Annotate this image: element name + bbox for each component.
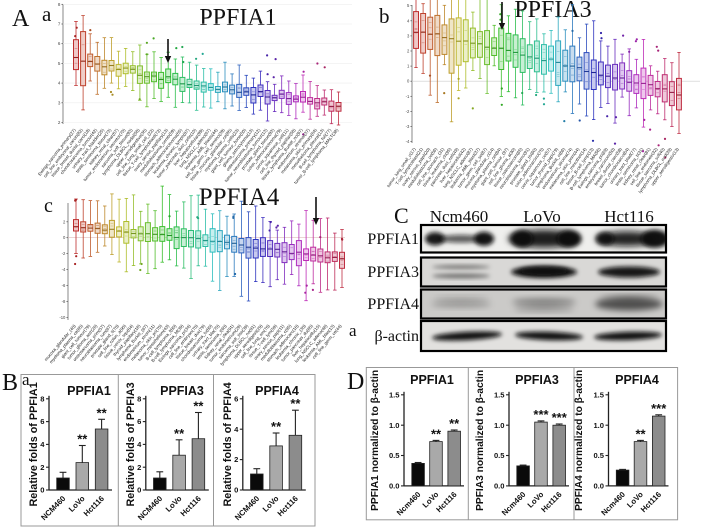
svg-text:B: B: [2, 370, 18, 396]
svg-text:4: 4: [58, 81, 61, 86]
svg-text:**: **: [77, 432, 88, 447]
svg-text:0: 0: [234, 486, 238, 495]
svg-text:**: **: [193, 399, 204, 414]
svg-text:**: **: [174, 426, 185, 441]
svg-text:c: c: [44, 195, 53, 217]
svg-text:6: 6: [40, 417, 44, 426]
svg-text:-4: -4: [406, 139, 410, 144]
svg-text:0: 0: [63, 235, 66, 240]
svg-text:0.0: 0.0: [494, 482, 505, 491]
svg-text:2: 2: [407, 49, 410, 54]
svg-text:***: ***: [651, 401, 667, 416]
svg-text:***: ***: [533, 407, 549, 422]
svg-text:6: 6: [234, 394, 238, 403]
svg-text:8: 8: [40, 394, 44, 403]
svg-text:PPFIA4 normalized to β-actin: PPFIA4 normalized to β-actin: [574, 370, 585, 511]
svg-text:4: 4: [234, 425, 239, 434]
svg-text:1: 1: [407, 64, 410, 69]
svg-text:**: **: [449, 416, 460, 431]
svg-text:1.0: 1.0: [494, 421, 505, 430]
svg-text:-6: -6: [62, 283, 66, 288]
svg-text:a: a: [22, 370, 30, 389]
svg-text:1.0: 1.0: [593, 421, 604, 430]
svg-text:PPFIA3: PPFIA3: [160, 384, 204, 398]
svg-text:1.0: 1.0: [389, 421, 400, 430]
svg-text:β-actin: β-actin: [374, 328, 419, 345]
svg-text:-8: -8: [62, 299, 66, 304]
svg-text:Hct116: Hct116: [604, 207, 653, 226]
svg-text:2: 2: [58, 120, 61, 125]
svg-text:3: 3: [407, 33, 410, 38]
svg-text:**: **: [97, 405, 108, 420]
svg-text:PPFIA3: PPFIA3: [367, 264, 419, 281]
svg-text:**: **: [635, 426, 646, 441]
svg-text:PPFIA1: PPFIA1: [67, 384, 111, 398]
svg-text:PPFIA4: PPFIA4: [367, 296, 419, 313]
svg-text:-2: -2: [406, 109, 410, 114]
svg-text:-2: -2: [62, 251, 66, 256]
svg-text:4: 4: [137, 440, 142, 449]
svg-text:a: a: [42, 2, 52, 26]
svg-text:A: A: [12, 6, 30, 32]
svg-text:6: 6: [58, 41, 61, 46]
svg-text:Ncm460: Ncm460: [430, 207, 489, 226]
svg-text:PPFIA1: PPFIA1: [410, 373, 454, 387]
svg-text:Relative folds of PPFIA3: Relative folds of PPFIA3: [125, 382, 137, 506]
svg-text:4: 4: [407, 18, 410, 23]
svg-text:0: 0: [407, 79, 410, 84]
svg-text:0: 0: [40, 486, 44, 495]
svg-text:0.0: 0.0: [593, 482, 604, 491]
svg-text:1.5: 1.5: [593, 390, 604, 399]
svg-text:4: 4: [40, 440, 45, 449]
svg-text:a: a: [349, 321, 357, 340]
svg-text:Relative folds of PPFIA1: Relative folds of PPFIA1: [28, 382, 40, 506]
svg-text:0: 0: [137, 486, 141, 495]
svg-text:3: 3: [58, 100, 61, 105]
svg-text:C: C: [394, 203, 409, 228]
svg-text:5: 5: [407, 3, 410, 8]
svg-text:6: 6: [137, 417, 141, 426]
svg-text:5: 5: [58, 61, 61, 66]
svg-text:LoVo: LoVo: [523, 207, 560, 226]
svg-text:**: **: [271, 419, 282, 434]
svg-text:PPFIA4: PPFIA4: [199, 184, 280, 211]
svg-text:**: **: [431, 426, 442, 441]
svg-text:PPFIA1 normalized to β-actin: PPFIA1 normalized to β-actin: [370, 370, 381, 511]
svg-text:0.0: 0.0: [389, 482, 400, 491]
svg-text:2: 2: [63, 219, 66, 224]
svg-text:-10: -10: [59, 315, 66, 320]
svg-text:-3: -3: [406, 124, 410, 129]
svg-text:Relative folds of PPFIA4: Relative folds of PPFIA4: [222, 382, 234, 506]
svg-text:1.5: 1.5: [494, 390, 505, 399]
svg-text:2: 2: [137, 463, 141, 472]
svg-text:2: 2: [234, 455, 238, 464]
svg-text:1.5: 1.5: [389, 390, 400, 399]
svg-text:8: 8: [137, 394, 141, 403]
svg-text:0.5: 0.5: [389, 451, 400, 460]
svg-text:b: b: [379, 4, 390, 28]
svg-text:PPFIA4: PPFIA4: [615, 373, 659, 387]
svg-text:-4: -4: [62, 267, 66, 272]
svg-text:***: ***: [552, 410, 568, 425]
svg-text:PPFIA3: PPFIA3: [514, 0, 591, 23]
svg-text:PPFIA1: PPFIA1: [199, 5, 276, 31]
svg-text:PPFIA3 normalized to β-actin: PPFIA3 normalized to β-actin: [475, 370, 486, 511]
svg-text:D: D: [347, 369, 364, 395]
svg-text:8: 8: [58, 2, 61, 7]
svg-text:2: 2: [40, 463, 44, 472]
svg-text:PPFIA1: PPFIA1: [367, 231, 419, 248]
svg-text:0.5: 0.5: [494, 451, 505, 460]
svg-text:**: **: [290, 396, 301, 411]
svg-text:PPFIA3: PPFIA3: [515, 373, 559, 387]
svg-text:7: 7: [58, 22, 61, 27]
svg-text:0.5: 0.5: [593, 451, 604, 460]
svg-text:PPFIA4: PPFIA4: [255, 384, 299, 398]
svg-text:-1: -1: [406, 94, 410, 99]
